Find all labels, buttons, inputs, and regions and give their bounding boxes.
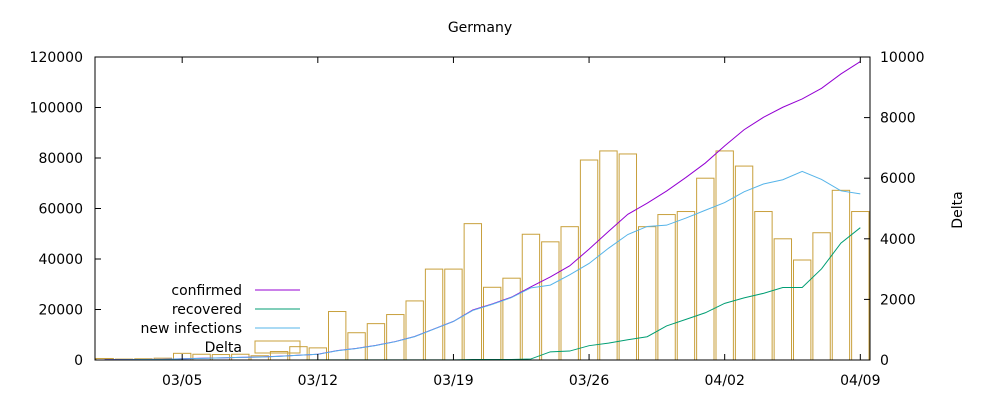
delta-bar bbox=[579, 159, 599, 361]
y-right-tick-label: 10000 bbox=[880, 50, 925, 66]
legend-label: confirmed bbox=[171, 283, 242, 299]
delta-bar bbox=[812, 232, 831, 361]
y-right-tick-label: 4000 bbox=[880, 232, 916, 248]
x-tick-label: 03/05 bbox=[162, 373, 202, 389]
y-left-tick-label: 60000 bbox=[38, 202, 83, 218]
y-left-tick-label: 0 bbox=[74, 353, 83, 369]
delta-bar bbox=[463, 223, 483, 361]
y-left-tick-label: 20000 bbox=[38, 303, 83, 319]
delta-bar bbox=[638, 226, 657, 361]
series-line-new-infections bbox=[104, 170, 861, 361]
legend: confirmed recovered new infections Delta bbox=[141, 283, 301, 356]
delta-bar bbox=[502, 277, 521, 361]
y-left-tick-label: 40000 bbox=[38, 252, 83, 268]
delta-bar bbox=[424, 268, 444, 361]
legend-swatch-bar bbox=[254, 340, 301, 354]
delta-bar bbox=[599, 150, 618, 361]
axes-layer: 0 20000 40000 60000 80000 100000 120000 0 2000 40… bbox=[30, 50, 925, 389]
chart-title: Germany bbox=[448, 20, 512, 36]
delta-bar bbox=[483, 286, 502, 361]
y-right-tick-label: 0 bbox=[880, 353, 889, 369]
x-tick-label: 04/02 bbox=[705, 373, 745, 389]
delta-bar bbox=[657, 214, 676, 361]
delta-bar bbox=[696, 177, 715, 361]
delta-bar bbox=[386, 314, 405, 361]
delta-bar bbox=[618, 153, 638, 361]
delta-bar bbox=[754, 211, 773, 361]
delta-bar bbox=[793, 259, 812, 361]
legend-label: Delta bbox=[205, 340, 242, 356]
delta-bar bbox=[560, 226, 579, 361]
delta-bar bbox=[328, 311, 347, 361]
y-left-tick-label: 120000 bbox=[30, 50, 83, 66]
right-axis-label: Delta bbox=[950, 191, 966, 228]
delta-bar bbox=[405, 300, 424, 361]
y-right-tick-label: 8000 bbox=[880, 111, 916, 127]
delta-bar bbox=[521, 233, 541, 361]
y-left-tick-label: 80000 bbox=[38, 151, 83, 167]
delta-bar bbox=[851, 211, 870, 361]
delta-bar bbox=[366, 323, 386, 361]
legend-label: new infections bbox=[141, 321, 243, 337]
delta-bar bbox=[444, 268, 463, 361]
x-tick-label: 04/09 bbox=[840, 373, 880, 389]
y-right-tick-label: 6000 bbox=[880, 171, 916, 187]
delta-bar bbox=[715, 150, 734, 361]
y-left-tick-label: 100000 bbox=[30, 101, 83, 117]
x-tick-label: 03/19 bbox=[433, 373, 473, 389]
legend-label: recovered bbox=[172, 302, 242, 318]
delta-bar bbox=[676, 211, 696, 361]
delta-bar bbox=[347, 332, 366, 361]
x-tick-label: 03/12 bbox=[298, 373, 338, 389]
x-tick-label: 03/26 bbox=[569, 373, 609, 389]
delta-bar bbox=[773, 238, 793, 361]
delta-bar bbox=[541, 241, 560, 361]
delta-bar bbox=[831, 189, 851, 361]
y-right-tick-label: 2000 bbox=[880, 292, 916, 308]
